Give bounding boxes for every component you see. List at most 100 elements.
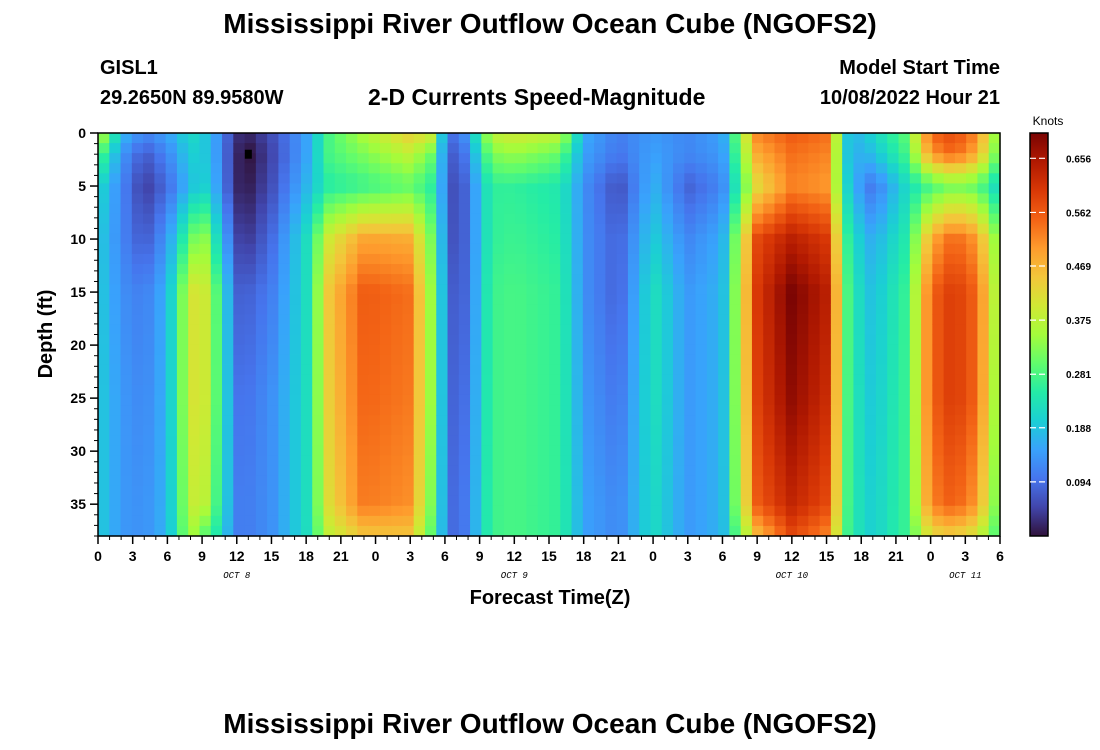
heatmap-cell bbox=[120, 213, 133, 225]
heatmap-cell bbox=[909, 445, 922, 456]
heatmap-cell bbox=[165, 435, 178, 446]
heatmap-cell bbox=[988, 485, 1001, 497]
heatmap-cell bbox=[661, 354, 674, 366]
heatmap-cell bbox=[954, 485, 967, 497]
heatmap-cell bbox=[943, 274, 956, 285]
heatmap-cell bbox=[954, 425, 967, 436]
heatmap-cell bbox=[233, 304, 246, 315]
heatmap-cell bbox=[515, 374, 528, 386]
heatmap-cell bbox=[977, 405, 990, 416]
heatmap-cell bbox=[706, 425, 719, 436]
heatmap-cell bbox=[684, 153, 697, 164]
heatmap-cell bbox=[537, 143, 550, 154]
heatmap-cell bbox=[808, 243, 821, 255]
heatmap-cell bbox=[977, 505, 990, 517]
heatmap-cell bbox=[379, 304, 392, 315]
heatmap-cell bbox=[458, 263, 471, 275]
heatmap-cell bbox=[131, 415, 144, 426]
heatmap-cell bbox=[921, 465, 933, 477]
heatmap-cell bbox=[954, 314, 967, 326]
y-tick-label: 0 bbox=[78, 125, 86, 141]
heatmap-cell bbox=[932, 445, 945, 456]
heatmap-cell bbox=[334, 515, 347, 527]
heatmap-cell bbox=[515, 394, 528, 406]
heatmap-cell bbox=[470, 274, 482, 285]
heatmap-cell bbox=[402, 495, 415, 507]
heatmap-cell bbox=[751, 334, 764, 346]
heatmap-cell bbox=[289, 173, 302, 184]
heatmap-cell bbox=[470, 364, 482, 376]
heatmap-cell bbox=[402, 415, 415, 426]
heatmap-cell bbox=[109, 324, 122, 336]
heatmap-cell bbox=[729, 425, 742, 436]
heatmap-cell bbox=[154, 415, 167, 426]
heatmap-cell bbox=[954, 223, 967, 235]
heatmap-cell bbox=[684, 143, 697, 154]
heatmap-cell bbox=[830, 344, 843, 356]
heatmap-cell bbox=[199, 294, 212, 305]
heatmap-cell bbox=[921, 505, 933, 517]
heatmap-cell bbox=[109, 415, 122, 426]
heatmap-cell bbox=[797, 213, 809, 225]
heatmap-cell bbox=[526, 485, 539, 497]
heatmap-cell bbox=[932, 143, 945, 154]
y-tick-label: 30 bbox=[70, 443, 86, 459]
heatmap-cell bbox=[436, 324, 449, 336]
heatmap-cell bbox=[605, 394, 618, 406]
heatmap-cell bbox=[424, 284, 437, 295]
heatmap-cell bbox=[740, 193, 753, 205]
heatmap-cell bbox=[616, 304, 629, 315]
heatmap-cell bbox=[346, 314, 358, 326]
heatmap-cell bbox=[650, 324, 663, 336]
heatmap-cell bbox=[188, 455, 201, 467]
heatmap-cell bbox=[334, 455, 347, 467]
heatmap-cell bbox=[109, 304, 122, 315]
heatmap-cell bbox=[537, 213, 550, 225]
heatmap-cell bbox=[120, 263, 133, 275]
heatmap-cell bbox=[537, 284, 550, 295]
heatmap-cell bbox=[109, 213, 122, 225]
heatmap-cell bbox=[673, 515, 685, 527]
heatmap-cell bbox=[120, 525, 133, 537]
heatmap-cell bbox=[222, 374, 234, 386]
heatmap-cell bbox=[312, 384, 325, 396]
heatmap-cell bbox=[988, 253, 1001, 265]
heatmap-cell bbox=[740, 465, 753, 477]
heatmap-cell bbox=[402, 243, 415, 255]
heatmap-cell bbox=[898, 425, 911, 436]
heatmap-cell bbox=[763, 263, 776, 275]
heatmap-cell bbox=[594, 525, 606, 537]
heatmap-cell bbox=[244, 233, 257, 245]
heatmap-cell bbox=[887, 294, 900, 305]
heatmap-cell bbox=[109, 455, 122, 467]
heatmap-cell bbox=[954, 143, 967, 154]
heatmap-cell bbox=[379, 223, 392, 235]
heatmap-cell bbox=[954, 274, 967, 285]
heatmap-cell bbox=[898, 233, 911, 245]
heatmap-cell bbox=[458, 203, 471, 215]
heatmap-cell bbox=[673, 525, 685, 537]
heatmap-cell bbox=[853, 344, 866, 356]
heatmap-cell bbox=[627, 475, 640, 487]
heatmap-cell bbox=[875, 143, 888, 154]
heatmap-cell bbox=[560, 435, 573, 446]
heatmap-cell bbox=[706, 374, 719, 386]
heatmap-cell bbox=[966, 173, 979, 184]
heatmap-cell bbox=[627, 294, 640, 305]
heatmap-cell bbox=[943, 344, 956, 356]
heatmap-cell bbox=[909, 515, 922, 527]
heatmap-cell bbox=[875, 304, 888, 315]
heatmap-cell bbox=[819, 153, 832, 164]
heatmap-cell bbox=[695, 475, 708, 487]
heatmap-cell bbox=[943, 384, 956, 396]
heatmap-cell bbox=[695, 263, 708, 275]
heatmap-cell bbox=[402, 153, 415, 164]
heatmap-cell bbox=[300, 173, 313, 184]
heatmap-cell bbox=[357, 183, 370, 195]
heatmap-cell bbox=[143, 233, 155, 245]
heatmap-cell bbox=[627, 143, 640, 154]
heatmap-cell bbox=[661, 203, 674, 215]
heatmap-cell bbox=[154, 344, 167, 356]
heatmap-cell bbox=[109, 405, 122, 416]
heatmap-cell bbox=[154, 405, 167, 416]
